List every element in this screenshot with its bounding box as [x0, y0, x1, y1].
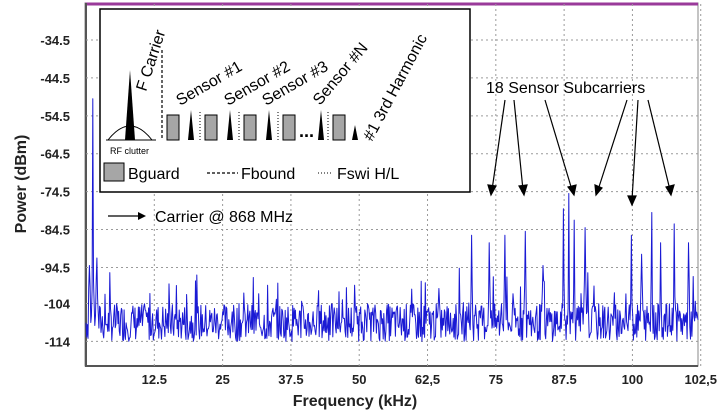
x-tick-label: 102,5 [684, 372, 717, 387]
guard-band-3 [243, 114, 257, 141]
subcarrier-arrow-2 [513, 99, 524, 191]
subcarrier-arrow-1 [491, 99, 506, 191]
x-tick-label: 25 [215, 372, 229, 387]
x-tick-label: 50 [352, 372, 366, 387]
y-tick-label: -34.5 [40, 33, 70, 48]
x-tick-label: 62,5 [415, 372, 440, 387]
spectrum-series-line [85, 98, 699, 342]
y-tick-label: -64.5 [40, 147, 70, 162]
subcarrier-arrow-head-5 [627, 195, 637, 207]
subcarrier-arrow-head-3 [566, 184, 577, 197]
subcarrier-arrow-3 [544, 99, 573, 191]
sensor-spike-2 [227, 110, 233, 140]
subcarrier-arrow-head-6 [665, 184, 675, 197]
rf-clutter-label: RF clutter [110, 146, 149, 156]
subcarrier-arrows [487, 99, 675, 207]
subcarriers-annotation: 18 Sensor Subcarriers [486, 80, 645, 97]
x-tick-labels: 12.5 25 37.5 50 62,5 75 87.5 100 102,5 [142, 372, 717, 387]
x-tick-label: 100 [622, 372, 644, 387]
subcarrier-arrow-4 [597, 99, 628, 191]
subcarrier-arrow-head-1 [487, 184, 497, 197]
y-axis-title: Power (dBm) [13, 135, 30, 234]
x-tick-label: 12.5 [142, 372, 167, 387]
x-tick-label: 37.5 [278, 372, 303, 387]
sensor-spike-1 [188, 110, 194, 140]
guard-band-4 [282, 114, 296, 141]
y-tick-label: -54.5 [40, 109, 70, 124]
carrier-annotation: Carrier @ 868 MHz [155, 209, 293, 226]
legend-fswi-label: Fswi H/L [337, 166, 399, 183]
x-tick-label: 75 [489, 372, 503, 387]
sensor-spike-n [318, 110, 324, 140]
carrier-spike [125, 70, 135, 140]
legend-bguard-swatch [103, 162, 125, 182]
x-tick-label: 87.5 [551, 372, 576, 387]
inset-diagram: RF clutter F Carrier ... Sensor #1 Senso… [99, 8, 471, 193]
inset-dots: ... [299, 121, 314, 141]
y-tick-label: -74.5 [40, 185, 70, 200]
guard-band-5 [332, 114, 346, 141]
y-tick-label: -44.5 [40, 71, 70, 86]
x-axis-title: Frequency (kHz) [293, 393, 417, 410]
legend-fbound-label: Fbound [241, 166, 295, 183]
y-tick-labels: -34.5 -44.5 -54.5 -64.5 -74.5 -84.5 -94.5 -104 -… [40, 33, 70, 349]
sensor-spike-3 [266, 110, 272, 140]
subcarrier-arrow-head-2 [518, 184, 528, 197]
y-tick-label: -94.5 [40, 260, 70, 275]
carrier-arrow-head [138, 212, 146, 220]
harmonic-spike [352, 125, 358, 140]
legend-bguard-label: Bguard [128, 166, 180, 183]
y-tick-label: -114 [45, 334, 71, 349]
y-tick-label: -104 [44, 296, 71, 311]
subcarrier-arrow-head-4 [594, 184, 603, 197]
subcarrier-arrow-5 [631, 99, 639, 201]
guard-band-2 [204, 114, 218, 141]
y-tick-label: -84.5 [40, 223, 70, 238]
subcarrier-arrow-6 [647, 99, 671, 191]
guard-band-1 [166, 114, 180, 141]
